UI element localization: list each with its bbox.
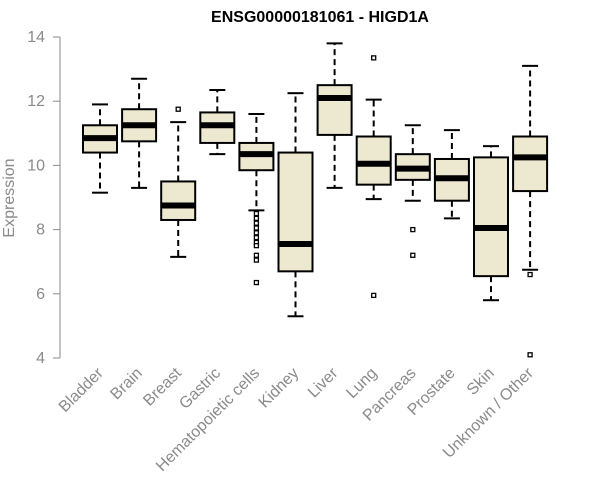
outlier-point — [253, 257, 260, 263]
box-iqr — [277, 151, 314, 273]
box-group — [277, 92, 314, 318]
boxes-group — [82, 42, 549, 358]
outlier-point — [253, 252, 260, 258]
box-group — [355, 55, 392, 299]
x-category-label: Kidney — [256, 365, 303, 412]
box-group — [160, 106, 197, 258]
outlier-point — [371, 292, 377, 299]
box-iqr — [512, 135, 549, 193]
outlier-point — [253, 215, 260, 222]
outlier-point — [253, 230, 260, 236]
y-tick-label: 10 — [27, 157, 45, 174]
box-iqr — [473, 156, 509, 278]
box-iqr — [355, 135, 392, 186]
chart-title: ENSG00000181061 - HIGD1A — [211, 9, 429, 26]
box-group — [316, 42, 353, 189]
y-tick-label: 8 — [36, 222, 45, 239]
x-category-label: Skin — [464, 365, 498, 399]
box-group — [121, 77, 158, 189]
y-axis-title: Expression — [1, 158, 18, 237]
y-tick-label: 14 — [27, 29, 45, 46]
outlier-point — [253, 220, 260, 226]
y-tick-label: 4 — [36, 350, 45, 367]
outlier-point — [527, 352, 533, 358]
box-group — [82, 103, 118, 194]
outlier-point — [253, 210, 260, 217]
box-group — [512, 64, 549, 358]
outlier-point — [253, 234, 260, 241]
outlier-point — [253, 279, 260, 286]
box-group — [433, 129, 470, 220]
outlier-point — [371, 55, 377, 61]
x-category-label: Bladder — [56, 364, 107, 415]
box-group — [238, 113, 275, 286]
outlier-point — [175, 106, 181, 112]
outlier-point — [253, 242, 260, 249]
box-group — [473, 145, 509, 302]
x-category-label: Liver — [305, 364, 342, 401]
outlier-point — [527, 271, 533, 278]
box-group — [394, 124, 431, 258]
box-group — [199, 88, 236, 156]
box-iqr — [160, 180, 197, 221]
outlier-point — [410, 226, 416, 233]
y-axis: 4 6 8 10 12 14 — [27, 29, 61, 367]
outlier-point — [410, 252, 416, 258]
y-tick-label: 6 — [36, 286, 45, 303]
box-iqr — [316, 84, 353, 136]
outlier-point — [253, 225, 260, 231]
y-tick-label: 12 — [27, 93, 45, 110]
